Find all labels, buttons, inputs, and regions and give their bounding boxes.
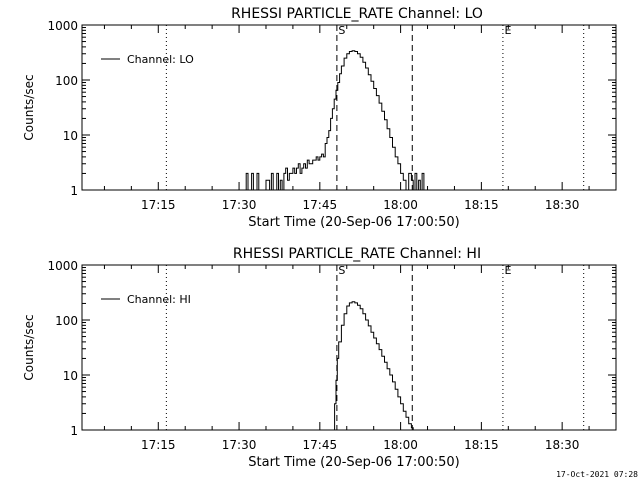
x-tick-label: 18:00 xyxy=(383,198,418,212)
y-tick-label: 10 xyxy=(63,129,78,143)
data-series-line xyxy=(333,302,413,430)
chart-panel-2: RHESSI PARTICLE_RATE Channel: HI 1 10 100 10… xyxy=(22,246,616,470)
x-tick-label: 17:30 xyxy=(222,438,257,452)
x-tick-label: 17:30 xyxy=(222,198,257,212)
plot-frame xyxy=(82,25,616,190)
x-tick-label: 17:45 xyxy=(303,438,338,452)
x-tick-label: 18:15 xyxy=(464,438,499,452)
x-axis-label: Start Time (20-Sep-06 17:00:50) xyxy=(248,215,459,230)
y-tick-label: 1 xyxy=(70,424,78,438)
y-tick-label: 1 xyxy=(70,184,78,198)
plot-frame xyxy=(82,265,616,430)
time-marker-label: S xyxy=(338,24,345,37)
x-axis-label: Start Time (20-Sep-06 17:00:50) xyxy=(248,455,459,470)
generation-timestamp: 17-Oct-2021 07:28 xyxy=(556,470,638,479)
y-tick-label: 100 xyxy=(55,74,78,88)
time-marker-label: S xyxy=(338,264,345,277)
y-tick-label: 1000 xyxy=(47,259,78,273)
x-tick-label: 17:15 xyxy=(141,198,176,212)
y-tick-label: 10 xyxy=(63,369,78,383)
x-tick-label: 18:30 xyxy=(545,198,580,212)
legend-label: Channel: LO xyxy=(127,53,194,66)
chart-panel-1: RHESSI PARTICLE_RATE Channel: LO 1 10 100 10… xyxy=(22,6,616,230)
data-series-line xyxy=(244,51,424,190)
time-marker-label: E xyxy=(504,24,511,37)
y-axis-label: Counts/sec xyxy=(22,74,36,140)
y-tick-label: 1000 xyxy=(47,19,78,33)
time-marker-label: E xyxy=(504,264,511,277)
y-tick-label: 100 xyxy=(55,314,78,328)
x-tick-label: 18:30 xyxy=(545,438,580,452)
x-tick-label: 17:15 xyxy=(141,438,176,452)
chart-title: RHESSI PARTICLE_RATE Channel: LO xyxy=(231,6,483,22)
x-tick-label: 18:15 xyxy=(464,198,499,212)
y-axis-label: Counts/sec xyxy=(22,314,36,380)
x-tick-label: 17:45 xyxy=(303,198,338,212)
x-tick-label: 18:00 xyxy=(383,438,418,452)
chart-title: RHESSI PARTICLE_RATE Channel: HI xyxy=(233,246,481,262)
legend-label: Channel: HI xyxy=(127,293,191,306)
